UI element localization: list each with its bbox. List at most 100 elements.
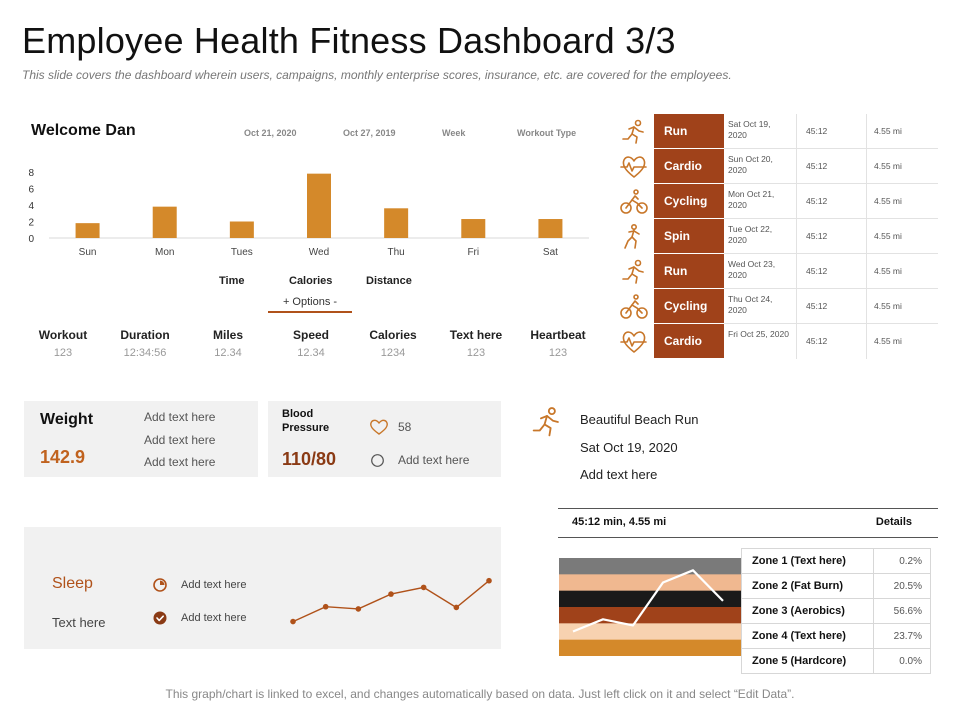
- divider: [796, 184, 797, 219]
- stat-label: Duration: [120, 328, 170, 342]
- divider: [866, 114, 867, 149]
- activity-date: Sun Oct 20, 2020: [728, 154, 773, 175]
- options-control[interactable]: + Options -: [268, 296, 352, 313]
- sleep-line-chart: [290, 577, 492, 625]
- activity-date: Wed Oct 23, 2020: [728, 259, 776, 280]
- sleep-point: [453, 604, 460, 611]
- divider: [796, 149, 797, 184]
- heart-rate-icon: [620, 156, 647, 178]
- welcome-label: Welcome Dan: [31, 122, 136, 139]
- divider: [796, 219, 797, 254]
- activity-row[interactable]: Cardio Fri Oct 25, 2020 45:12 4.55 mi: [616, 324, 938, 359]
- zone-band: [559, 639, 741, 656]
- weight-note: Add text here: [144, 455, 216, 469]
- stat-value: 1234: [380, 347, 406, 359]
- activity-name: Run: [654, 114, 724, 149]
- stat-duration: Duration 12:34:56: [105, 328, 185, 359]
- activity-row[interactable]: Spin Tue Oct 22, 2020 45:12 4.55 mi: [616, 219, 938, 254]
- date-range-end[interactable]: Oct 27, 2019: [343, 128, 396, 138]
- weight-note: Add text here: [144, 410, 216, 424]
- stat-label: Miles: [212, 328, 243, 342]
- activity-row[interactable]: Cardio Sun Oct 20, 2020 45:12 4.55 mi: [616, 149, 938, 184]
- activity-date: Fri Oct 25, 2020: [728, 329, 789, 339]
- divider: [866, 254, 867, 289]
- bar: [229, 221, 254, 238]
- details-link[interactable]: Details: [875, 516, 912, 528]
- zone-row: Zone 3 (Aerobics) 56.6%: [741, 598, 931, 624]
- zone-row: Zone 5 (Hardcore) 0.0%: [741, 648, 931, 674]
- week-filter[interactable]: Week: [442, 128, 466, 138]
- workout-type-filter[interactable]: Workout Type: [517, 128, 577, 138]
- activity-name: Cycling: [654, 289, 724, 324]
- date-range-start[interactable]: Oct 21, 2020: [244, 128, 297, 138]
- metric-toggle-calories[interactable]: Calories: [289, 275, 333, 287]
- stat-value: 123: [53, 347, 73, 359]
- bar: [307, 173, 331, 238]
- activity-time: 45:12: [806, 126, 828, 136]
- pie-icon: [153, 578, 167, 592]
- heart-rate-value: 58: [398, 420, 412, 434]
- divider: [866, 149, 867, 184]
- activity-date: Sat Oct 19, 2020: [728, 119, 771, 140]
- zone-percent: 20.5%: [873, 573, 931, 599]
- run-date: Sat Oct 19, 2020: [580, 440, 678, 455]
- activity-row[interactable]: Run Sat Oct 19, 2020 45:12 4.55 mi: [616, 114, 938, 149]
- divider: [724, 218, 938, 219]
- page-title: Employee Health Fitness Dashboard 3/3: [22, 20, 676, 61]
- weight-title: Weight: [40, 411, 94, 428]
- activity-row[interactable]: Run Wed Oct 23, 2020 45:12 4.55 mi: [616, 254, 938, 289]
- heart-rate-icon: [620, 331, 647, 353]
- footer-note: This graph/chart is linked to excel, and…: [165, 687, 795, 701]
- page-subtitle: This slide covers the dashboard wherein …: [22, 68, 732, 82]
- sleep-text: Text here: [52, 615, 106, 630]
- bar: [152, 206, 177, 238]
- weekly-bar-chart-svg: 0 2 4 6 8 Sun Mon Tues Wed Thu Fri Sat: [28, 168, 589, 258]
- weight-value: 142.9: [40, 447, 86, 467]
- spin-icon: [624, 223, 640, 249]
- x-tick-label: Sat: [543, 247, 558, 258]
- x-tick-label: Mon: [155, 247, 174, 258]
- activity-row[interactable]: Cycling Thu Oct 24, 2020 45:12 4.55 mi: [616, 289, 938, 324]
- activity-name: Run: [654, 254, 724, 289]
- zone-table: Zone 1 (Text here) 0.2% Zone 2 (Fat Burn)…: [741, 548, 931, 674]
- weight-note: Add text here: [144, 433, 216, 447]
- zone-band: [559, 574, 741, 592]
- metric-toggle-distance[interactable]: Distance: [366, 275, 412, 287]
- zone-trend-line: [572, 569, 724, 633]
- sleep-point: [290, 618, 296, 625]
- stat-value: 12:34:56: [123, 347, 167, 359]
- x-tick-label: Fri: [467, 247, 479, 258]
- activity-row[interactable]: Cycling Mon Oct 21, 2020 45:12 4.55 mi: [616, 184, 938, 219]
- metric-toggle-time[interactable]: Time: [219, 275, 245, 287]
- sleep-point: [420, 584, 427, 591]
- divider: [866, 324, 867, 359]
- zone-name: Zone 3 (Aerobics): [741, 598, 874, 624]
- stat-value: 12.34: [214, 347, 242, 359]
- bar: [538, 219, 563, 238]
- stat-label: Calories: [369, 328, 417, 342]
- sleep-note: Add text here: [181, 579, 247, 591]
- x-tick-label: Sun: [79, 247, 97, 258]
- activity-distance: 4.55 mi: [874, 126, 902, 136]
- divider: [724, 148, 938, 149]
- stat-value: 12.34: [297, 347, 325, 359]
- zone-band: [559, 607, 741, 624]
- y-tick-label: 8: [28, 168, 34, 179]
- activity-time: 45:12: [806, 231, 828, 241]
- y-tick-label: 6: [28, 185, 34, 196]
- stat-miles: Miles 12.34: [188, 328, 268, 359]
- activity-distance: 4.55 mi: [874, 161, 902, 171]
- divider: [796, 324, 797, 359]
- zone-row: Zone 1 (Text here) 0.2%: [741, 548, 931, 574]
- stat-value: 123: [548, 347, 568, 359]
- activity-time: 45:12: [806, 336, 828, 346]
- activity-time: 45:12: [806, 266, 828, 276]
- bar: [384, 208, 409, 238]
- y-tick-label: 4: [28, 201, 34, 212]
- zone-percent: 23.7%: [873, 623, 931, 649]
- stat-label: Workout: [38, 328, 88, 342]
- stat-label: Text here: [449, 328, 503, 342]
- x-tick-label: Thu: [388, 247, 405, 258]
- heart-rate-zone-chart: [559, 558, 741, 656]
- blood-pressure-title: Blood Pressure: [282, 408, 330, 434]
